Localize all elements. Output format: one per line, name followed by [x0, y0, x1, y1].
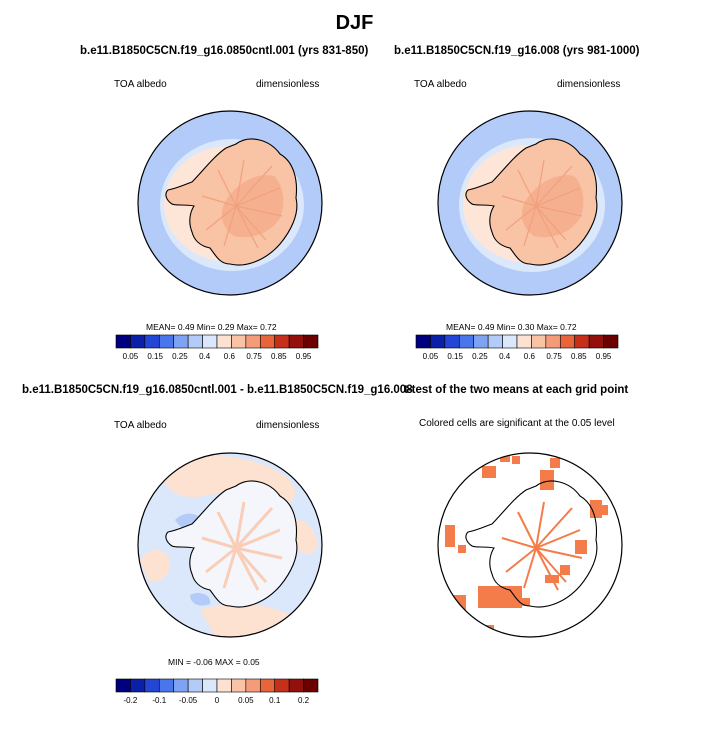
panel2-units: dimensionless	[557, 79, 621, 90]
panel3-colorbar-tick-label: -0.2	[124, 696, 138, 705]
panel3-colorbar-swatch	[274, 678, 290, 693]
page-title: DJF	[335, 12, 374, 34]
panel2-colorbar-tick-label: 0.85	[571, 352, 587, 361]
panel2-colorbar-tick-label: 0.15	[447, 352, 463, 361]
panel1-colorbar-swatch	[245, 334, 261, 349]
panel1-colorbar-swatch	[216, 334, 232, 349]
panel3-colorbar-tick-label: 0.2	[298, 696, 310, 705]
panel2-stats: MEAN= 0.49 Min= 0.30 Max= 0.72	[446, 322, 577, 332]
panel1-colorbar-tick-label: 0.4	[199, 352, 211, 361]
panel1-colorbar-swatch	[144, 334, 160, 349]
panel1-colorbar-tick-label: 0.75	[246, 352, 262, 361]
panel2-colorbar-tick-label: 0.25	[472, 352, 488, 361]
panel1-colorbar-swatch	[274, 334, 290, 349]
panel2-title: b.e11.B1850C5CN.f19_g16.008 (yrs 981-100…	[394, 45, 640, 57]
panel3-map-border	[137, 452, 323, 638]
panel2-colorbar-swatch	[574, 334, 590, 349]
panel3-colorbar-swatch	[144, 678, 160, 693]
panel3-colorbar-swatch	[115, 678, 131, 693]
panel2-colorbar-swatch	[473, 334, 489, 349]
panel2-colorbar-swatch	[603, 334, 619, 349]
panel2-colorbar-tick-label: 0.05	[423, 352, 439, 361]
panel4-map	[437, 452, 623, 638]
panel1-colorbar-swatch	[288, 334, 304, 349]
panel1-colorbar-tick-label: 0.25	[172, 352, 188, 361]
panel2-colorbar-swatch	[430, 334, 446, 349]
panel3-colorbar-swatch	[216, 678, 232, 693]
panel3-colorbar-tick-label: 0.05	[238, 696, 254, 705]
panel1-colorbar-swatch	[202, 334, 218, 349]
panel3-colorbar-swatch	[245, 678, 261, 693]
panel1-colorbar-swatch	[173, 334, 189, 349]
panel2-map	[437, 110, 623, 296]
panel2-colorbar-tick-label: 0.4	[499, 352, 511, 361]
panel2-variable: TOA albedo	[414, 79, 467, 90]
panel2-colorbar-swatch	[458, 334, 475, 349]
panel2-colorbar-swatch	[516, 334, 532, 349]
panel1-colorbar-swatch	[259, 334, 276, 349]
panel3-colorbar-swatch	[303, 678, 319, 693]
panel3-colorbar-swatch	[288, 678, 304, 693]
panel3-colorbar-tick-label: 0	[215, 696, 220, 705]
panel2-colorbar-swatch	[559, 334, 576, 349]
panel3-units: dimensionless	[256, 420, 320, 431]
panel3-stats: MIN = -0.06 MAX = 0.05	[168, 657, 260, 667]
panel3-title: b.e11.B1850C5CN.f19_g16.0850cntl.001 - b…	[22, 384, 413, 396]
panel2-colorbar: 0.05 0.15 0.25 0.4 0.6 0.75 0.85 0.95	[415, 334, 619, 361]
panel1-map-border	[137, 110, 323, 296]
panel3-colorbar-swatch	[158, 678, 175, 693]
panel1-colorbar-swatch	[158, 334, 175, 349]
panel1-units: dimensionless	[256, 79, 320, 90]
panel1-colorbar-swatch	[115, 334, 131, 349]
panel1-colorbar-tick-label: 0.6	[224, 352, 236, 361]
panel1-colorbar-swatch	[303, 334, 319, 349]
panel4-subtitle: Colored cells are significant at the 0.0…	[419, 418, 615, 429]
panel2-colorbar-swatch	[444, 334, 460, 349]
panel4-title: t-test of the two means at each grid poi…	[404, 384, 629, 396]
panel2-colorbar-swatch	[487, 334, 503, 349]
panel2-colorbar-swatch	[415, 334, 431, 349]
panel1-variable: TOA albedo	[114, 79, 167, 90]
panel3-colorbar-swatch	[130, 678, 146, 693]
panel3-colorbar-swatch	[202, 678, 218, 693]
panel1-colorbar-tick-label: 0.85	[271, 352, 287, 361]
panel2-colorbar-swatch	[502, 334, 518, 349]
panel4-map-border	[437, 452, 623, 638]
panel2-map-border	[437, 110, 623, 296]
panel2-colorbar-tick-label: 0.95	[596, 352, 612, 361]
panel2-colorbar-tick-label: 0.75	[546, 352, 562, 361]
panel1-map	[137, 110, 323, 296]
panel1-colorbar-swatch	[231, 334, 247, 349]
panel2-colorbar-tick-label: 0.6	[524, 352, 536, 361]
panel2-colorbar-swatch	[531, 334, 547, 349]
panel1-colorbar-swatch	[130, 334, 146, 349]
panel3-colorbar-swatch	[259, 678, 276, 693]
panel3-colorbar: -0.2 -0.1 -0.05 0 0.05 0.1 0.2	[115, 678, 319, 705]
panel3-colorbar-swatch	[187, 678, 203, 693]
panel3-colorbar-swatch	[173, 678, 189, 693]
panel3-colorbar-tick-label: 0.1	[269, 696, 281, 705]
panel3-variable: TOA albedo	[114, 420, 167, 431]
panel1-colorbar-tick-label: 0.15	[147, 352, 163, 361]
panel3-colorbar-swatch	[231, 678, 247, 693]
panel1-title: b.e11.B1850C5CN.f19_g16.0850cntl.001 (yr…	[80, 45, 369, 57]
panel1-stats: MEAN= 0.49 Min= 0.29 Max= 0.72	[146, 322, 277, 332]
panel3-map	[137, 452, 323, 638]
panel3-colorbar-tick-label: -0.05	[179, 696, 198, 705]
panel2-colorbar-swatch	[545, 334, 561, 349]
panel1-colorbar-tick-label: 0.95	[296, 352, 312, 361]
panel1-colorbar: 0.05 0.15 0.25 0.4 0.6 0.75 0.85 0.95	[115, 334, 319, 361]
panel3-colorbar-tick-label: -0.1	[152, 696, 166, 705]
panel1-colorbar-tick-label: 0.05	[123, 352, 139, 361]
panel1-colorbar-swatch	[187, 334, 203, 349]
panel2-colorbar-swatch	[588, 334, 604, 349]
